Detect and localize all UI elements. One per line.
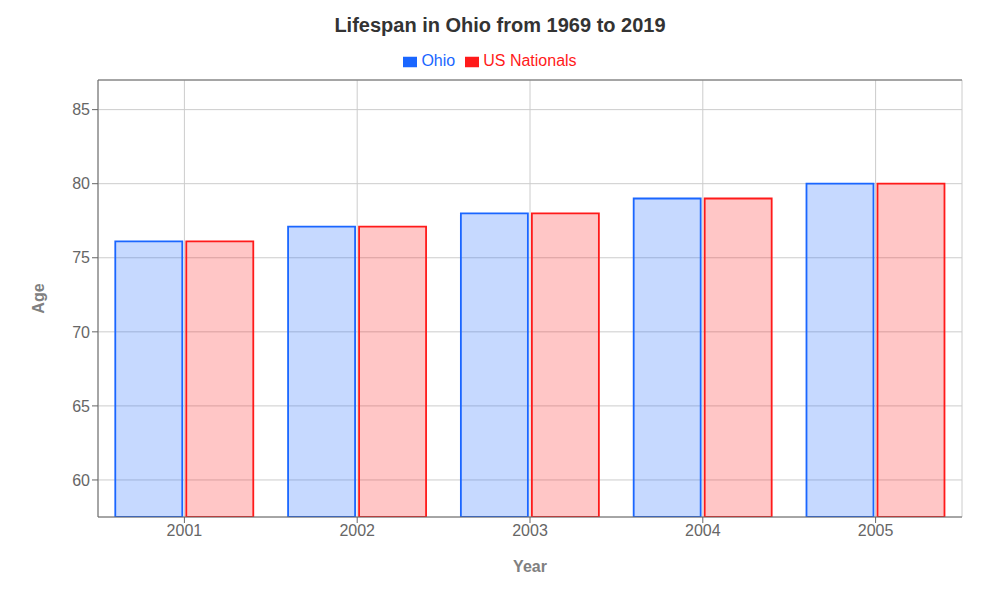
svg-text:Age: Age xyxy=(30,283,47,313)
svg-text:85: 85 xyxy=(72,101,90,118)
svg-text:2001: 2001 xyxy=(167,522,203,539)
svg-text:60: 60 xyxy=(72,472,90,489)
svg-text:70: 70 xyxy=(72,324,90,341)
html-text:Ohio: Ohio xyxy=(421,52,456,69)
svg-text:Year: Year xyxy=(513,558,547,575)
svg-text:65: 65 xyxy=(72,398,90,415)
svg-text:2005: 2005 xyxy=(858,522,894,539)
svg-text:80: 80 xyxy=(72,175,90,192)
svg-text:2002: 2002 xyxy=(339,522,375,539)
svg-text:2003: 2003 xyxy=(512,522,548,539)
html-text:Lifespan in Ohio from 1969 to: Lifespan in Ohio from 1969 to 2019 xyxy=(334,14,666,36)
html-text:US Nationals: US Nationals xyxy=(483,52,577,69)
svg-text:2004: 2004 xyxy=(685,522,721,539)
svg-text:75: 75 xyxy=(72,249,90,266)
